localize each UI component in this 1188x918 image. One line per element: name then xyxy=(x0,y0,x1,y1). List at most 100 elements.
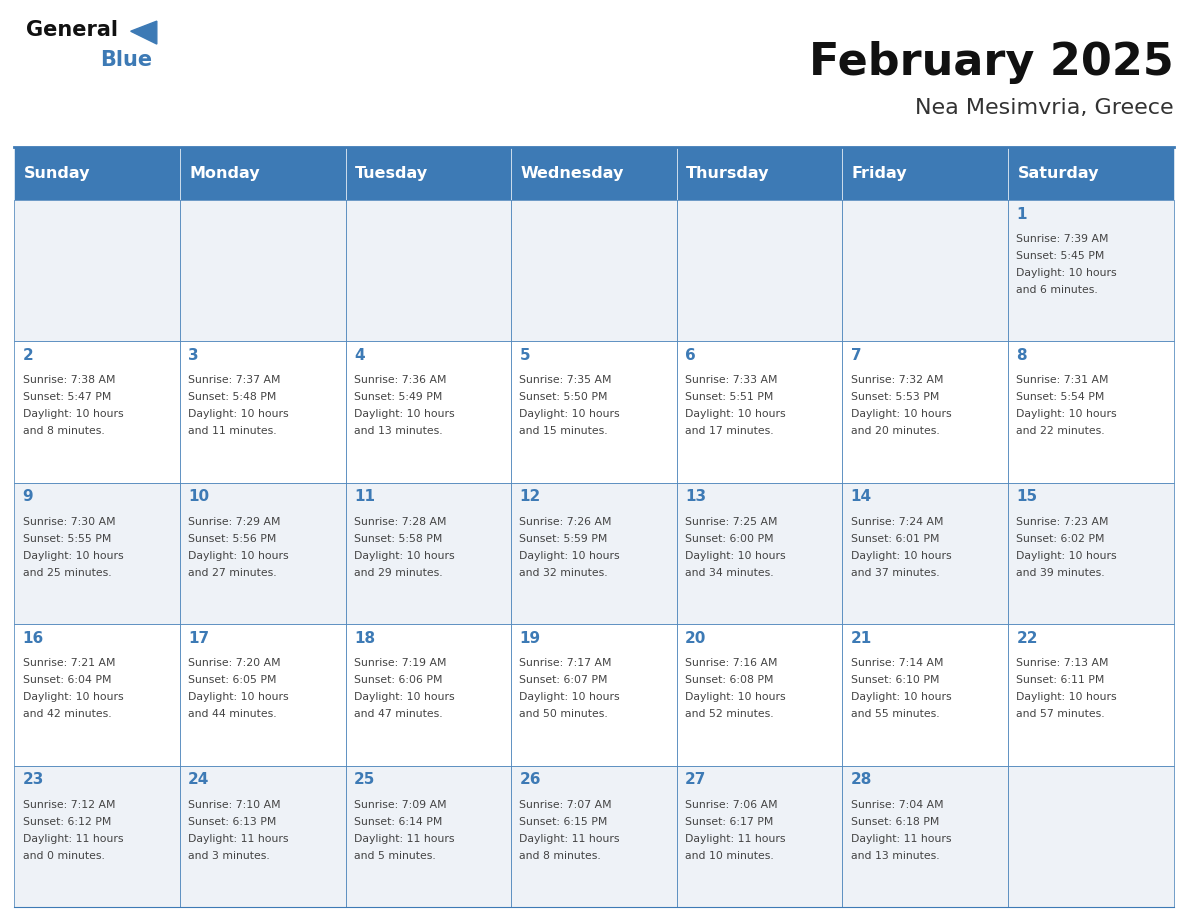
Text: Sunset: 6:12 PM: Sunset: 6:12 PM xyxy=(23,817,110,826)
Text: 28: 28 xyxy=(851,772,872,787)
Text: 11: 11 xyxy=(354,489,375,504)
Bar xyxy=(677,200,842,341)
Text: and 5 minutes.: and 5 minutes. xyxy=(354,850,436,860)
Bar xyxy=(346,200,511,341)
Text: and 52 minutes.: and 52 minutes. xyxy=(685,709,773,719)
Text: and 0 minutes.: and 0 minutes. xyxy=(23,850,105,860)
Text: Sunset: 6:13 PM: Sunset: 6:13 PM xyxy=(188,817,277,826)
Bar xyxy=(511,766,677,907)
Text: Sunrise: 7:36 AM: Sunrise: 7:36 AM xyxy=(354,375,447,386)
Bar xyxy=(511,624,677,766)
Text: Sunset: 6:01 PM: Sunset: 6:01 PM xyxy=(851,534,940,543)
Text: and 39 minutes.: and 39 minutes. xyxy=(1017,567,1105,577)
Text: February 2025: February 2025 xyxy=(809,41,1174,84)
Text: 7: 7 xyxy=(851,348,861,363)
Text: Daylight: 11 hours: Daylight: 11 hours xyxy=(851,834,952,844)
Bar xyxy=(677,341,842,483)
Bar xyxy=(1009,624,1174,766)
Text: 2: 2 xyxy=(23,348,33,363)
Bar xyxy=(14,341,179,483)
Text: Sunset: 5:45 PM: Sunset: 5:45 PM xyxy=(1017,252,1105,261)
Text: Sunrise: 7:10 AM: Sunrise: 7:10 AM xyxy=(188,800,280,810)
Text: Blue: Blue xyxy=(100,50,152,70)
Bar xyxy=(179,341,346,483)
Text: Sunset: 6:04 PM: Sunset: 6:04 PM xyxy=(23,676,110,685)
Text: and 25 minutes.: and 25 minutes. xyxy=(23,567,112,577)
Text: General: General xyxy=(26,20,118,40)
Text: 27: 27 xyxy=(685,772,707,787)
Text: Sunset: 6:11 PM: Sunset: 6:11 PM xyxy=(1017,676,1105,685)
Text: 25: 25 xyxy=(354,772,375,787)
Bar xyxy=(842,341,1009,483)
Text: and 27 minutes.: and 27 minutes. xyxy=(188,567,277,577)
Text: Sunday: Sunday xyxy=(24,166,90,181)
Text: 18: 18 xyxy=(354,631,375,645)
Text: Sunset: 5:59 PM: Sunset: 5:59 PM xyxy=(519,534,608,543)
Text: 17: 17 xyxy=(188,631,209,645)
Text: Daylight: 11 hours: Daylight: 11 hours xyxy=(685,834,785,844)
Text: 3: 3 xyxy=(188,348,198,363)
Text: Wednesday: Wednesday xyxy=(520,166,624,181)
Text: and 42 minutes.: and 42 minutes. xyxy=(23,709,112,719)
Text: Sunrise: 7:24 AM: Sunrise: 7:24 AM xyxy=(851,517,943,527)
Text: Sunset: 5:50 PM: Sunset: 5:50 PM xyxy=(519,393,608,402)
Text: and 57 minutes.: and 57 minutes. xyxy=(1017,709,1105,719)
Text: 21: 21 xyxy=(851,631,872,645)
Bar xyxy=(1009,147,1174,200)
Text: Sunset: 6:15 PM: Sunset: 6:15 PM xyxy=(519,817,608,826)
Text: 26: 26 xyxy=(519,772,541,787)
Text: Daylight: 11 hours: Daylight: 11 hours xyxy=(23,834,124,844)
Text: Daylight: 10 hours: Daylight: 10 hours xyxy=(23,551,124,561)
Text: Sunrise: 7:35 AM: Sunrise: 7:35 AM xyxy=(519,375,612,386)
Text: and 17 minutes.: and 17 minutes. xyxy=(685,426,773,436)
Bar xyxy=(842,200,1009,341)
Text: Sunrise: 7:25 AM: Sunrise: 7:25 AM xyxy=(685,517,778,527)
Text: Sunrise: 7:26 AM: Sunrise: 7:26 AM xyxy=(519,517,612,527)
Bar xyxy=(677,147,842,200)
Text: Daylight: 10 hours: Daylight: 10 hours xyxy=(519,692,620,702)
Text: Sunrise: 7:23 AM: Sunrise: 7:23 AM xyxy=(1017,517,1108,527)
Text: and 13 minutes.: and 13 minutes. xyxy=(851,850,940,860)
Text: Sunrise: 7:20 AM: Sunrise: 7:20 AM xyxy=(188,658,280,668)
Text: Sunset: 6:17 PM: Sunset: 6:17 PM xyxy=(685,817,773,826)
Bar xyxy=(14,766,179,907)
Text: Daylight: 10 hours: Daylight: 10 hours xyxy=(1017,692,1117,702)
Text: and 44 minutes.: and 44 minutes. xyxy=(188,709,277,719)
Polygon shape xyxy=(131,21,157,44)
Text: Daylight: 10 hours: Daylight: 10 hours xyxy=(354,409,455,420)
Text: and 55 minutes.: and 55 minutes. xyxy=(851,709,940,719)
Text: Sunrise: 7:04 AM: Sunrise: 7:04 AM xyxy=(851,800,943,810)
Bar xyxy=(14,483,179,624)
Bar xyxy=(179,624,346,766)
Text: Daylight: 10 hours: Daylight: 10 hours xyxy=(1017,551,1117,561)
Text: Daylight: 10 hours: Daylight: 10 hours xyxy=(851,551,952,561)
Text: Sunset: 6:02 PM: Sunset: 6:02 PM xyxy=(1017,534,1105,543)
Text: and 11 minutes.: and 11 minutes. xyxy=(188,426,277,436)
Text: Sunset: 6:14 PM: Sunset: 6:14 PM xyxy=(354,817,442,826)
Text: Sunset: 6:10 PM: Sunset: 6:10 PM xyxy=(851,676,940,685)
Text: and 34 minutes.: and 34 minutes. xyxy=(685,567,773,577)
Text: and 10 minutes.: and 10 minutes. xyxy=(685,850,773,860)
Text: 1: 1 xyxy=(1017,207,1026,221)
Text: Daylight: 10 hours: Daylight: 10 hours xyxy=(354,551,455,561)
Text: Sunrise: 7:13 AM: Sunrise: 7:13 AM xyxy=(1017,658,1108,668)
Text: 12: 12 xyxy=(519,489,541,504)
Text: 13: 13 xyxy=(685,489,706,504)
Bar xyxy=(511,341,677,483)
Text: Daylight: 10 hours: Daylight: 10 hours xyxy=(1017,409,1117,420)
Text: 9: 9 xyxy=(23,489,33,504)
Text: and 15 minutes.: and 15 minutes. xyxy=(519,426,608,436)
Text: and 50 minutes.: and 50 minutes. xyxy=(519,709,608,719)
Bar xyxy=(346,147,511,200)
Text: Sunrise: 7:17 AM: Sunrise: 7:17 AM xyxy=(519,658,612,668)
Text: Sunrise: 7:06 AM: Sunrise: 7:06 AM xyxy=(685,800,778,810)
Bar xyxy=(14,624,179,766)
Text: Daylight: 11 hours: Daylight: 11 hours xyxy=(354,834,454,844)
Text: Thursday: Thursday xyxy=(687,166,770,181)
Text: 15: 15 xyxy=(1017,489,1037,504)
Bar xyxy=(179,200,346,341)
Text: Saturday: Saturday xyxy=(1018,166,1099,181)
Bar xyxy=(511,200,677,341)
Text: Sunrise: 7:31 AM: Sunrise: 7:31 AM xyxy=(1017,375,1108,386)
Text: 24: 24 xyxy=(188,772,209,787)
